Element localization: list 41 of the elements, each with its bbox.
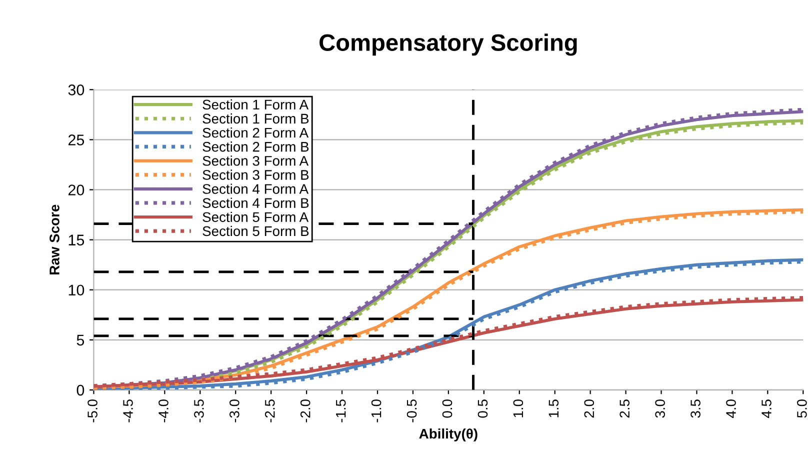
legend-label: Section 2 Form B [202,142,309,152]
y-tick-label: 10 [68,284,84,296]
x-tick-label: 1.5 [548,400,559,418]
y-tick-label: 25 [68,134,84,146]
x-tick-label: -3.0 [230,400,240,422]
x-tick-label: 0.0 [442,400,452,418]
chart-title: Compensatory Scoring [320,34,577,56]
x-tick-label: 5.0 [797,400,807,418]
legend-label: Section 4 Form B [202,198,309,208]
legend-label: Section 5 Form A [202,212,309,222]
x-tick-label: -4.0 [158,400,168,422]
x-tick-label: 3.0 [655,400,665,418]
x-tick-label: 2.5 [620,400,630,418]
legend-label: Section 3 Form A [202,156,309,166]
x-tick-label: 2.0 [584,400,594,418]
x-axis-title: Ability(θ) [419,428,478,442]
x-tick-label: 4.0 [726,400,736,418]
y-tick-label: 0 [76,384,84,396]
x-tick-label: -2.5 [264,400,275,422]
y-tick-label: 20 [68,184,84,196]
x-tick-label: 3.5 [690,400,700,418]
x-tick-label: -5.0 [88,400,98,422]
x-tick-label: -3.5 [194,400,204,422]
x-tick-label: -4.5 [123,400,133,422]
legend-label: Section 2 Form A [202,127,309,138]
legend-label: Section 1 Form A [202,99,309,110]
x-tick-label: -1.5 [336,400,346,422]
y-axis-title: Raw Score [50,204,60,274]
x-tick-label: 0.5 [478,400,488,418]
legend-label: Section 4 Form A [202,184,309,194]
x-tick-label: -0.5 [406,400,417,422]
legend-label: Section 3 Form B [202,170,309,180]
y-tick-label: 5 [76,334,84,346]
x-tick-label: -2.0 [300,400,310,422]
y-tick-label: 15 [68,234,84,246]
legend-label: Section 5 Form B [202,226,309,236]
x-tick-label: 1.0 [513,400,524,418]
x-tick-label: -1.0 [371,400,382,422]
y-tick-label: 30 [68,84,84,96]
legend-label: Section 1 Form B [202,113,309,124]
x-tick-label: 4.5 [762,400,772,418]
